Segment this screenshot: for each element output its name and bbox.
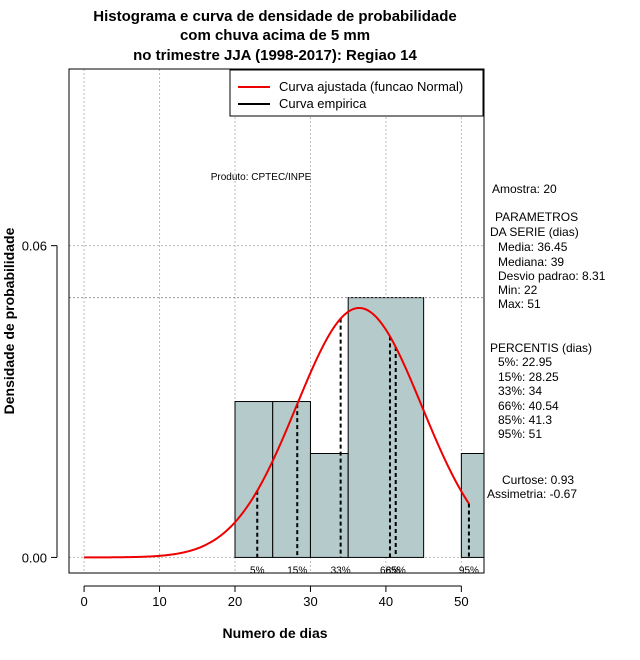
legend: Curva ajustada (funcao Normal) Curva emp… [229, 69, 484, 117]
product-annotation: Produto: CPTEC/INPE [211, 172, 312, 183]
percentile-label-1: 15% [287, 565, 307, 576]
histogram-bar-4 [460, 452, 485, 558]
x-axis-title: Numero de dias [222, 625, 327, 641]
x-tick-label-40: 40 [379, 594, 393, 609]
legend-box [229, 69, 484, 117]
amostra-text: Amostra: 20 [492, 182, 557, 196]
normal-fit-curve [84, 306, 470, 559]
bars-layer [234, 297, 485, 558]
chart-title-line-3: no trimestre JJA (1998-2017): Regiao 14 [133, 47, 417, 64]
parametro-min: Min: 22 [498, 283, 538, 297]
legend-label-curva-ajustada: Curva ajustada (funcao Normal) [279, 79, 463, 94]
chart-title-line-1: Histograma e curva de densidade de proba… [93, 8, 456, 25]
x-tick-label-50: 50 [454, 594, 468, 609]
percentil-66: 66%: 40.54 [498, 399, 559, 413]
y-axis-title: Densidade de probabilidade [1, 227, 17, 414]
percentile-label-4: 85% [386, 565, 406, 576]
plot-frame [68, 68, 485, 574]
chart-title-line-2: com chuva acima de 5 mm [180, 27, 370, 44]
parametro-max: Max: 51 [498, 297, 541, 311]
parametro-mediana: Mediana: 39 [498, 255, 564, 269]
percentile-label-3: 66% [380, 565, 400, 576]
parametro-desvio: Desvio padrao: 8.31 [498, 269, 606, 283]
y-tick-label-1: 0.06 [22, 239, 47, 254]
assimetria-text: Assimetria: -0.67 [487, 487, 577, 501]
x-tick-label-10: 10 [152, 594, 166, 609]
percentile-label-2: 33% [331, 565, 351, 576]
percentil-5: 5%: 22.95 [498, 355, 552, 369]
parametros-title-2: DA SERIE (dias) [490, 225, 579, 239]
curtose-text: Curtose: 0.93 [502, 473, 574, 487]
percentile-label-0: 5% [250, 565, 265, 576]
histogram-bar-2 [309, 452, 349, 558]
x-tick-label-20: 20 [228, 594, 242, 609]
legend-label-curva-empirica: Curva empirica [279, 96, 367, 111]
histogram-bar-3 [347, 297, 425, 558]
curve-layer [84, 306, 470, 559]
axes-layer: 0 10 20 30 40 50 0.00 0.06 [22, 239, 469, 609]
side-panel: Amostra: 20 PARAMETROS DA SERIE (dias) M… [487, 182, 606, 501]
y-tick-label-0: 0.00 [22, 550, 47, 565]
parametros-title-1: PARAMETROS [495, 210, 578, 224]
histogram-bar-1 [272, 401, 311, 558]
x-tick-label-30: 30 [303, 594, 317, 609]
percentil-85: 85%: 41.3 [498, 413, 552, 427]
percentil-95: 95%: 51 [498, 427, 542, 441]
percentis-title: PERCENTIS (dias) [490, 341, 592, 355]
percentil-33: 33%: 34 [498, 384, 542, 398]
parametro-media: Media: 36.45 [498, 240, 568, 254]
percentile-layer: 5% 15% 33% 66%85% 95% [250, 318, 479, 576]
percentile-label-5: 95% [459, 565, 479, 576]
histogram-bar-0 [234, 401, 274, 558]
percentil-15: 15%: 28.25 [498, 370, 559, 384]
x-tick-label-0: 0 [80, 594, 87, 609]
